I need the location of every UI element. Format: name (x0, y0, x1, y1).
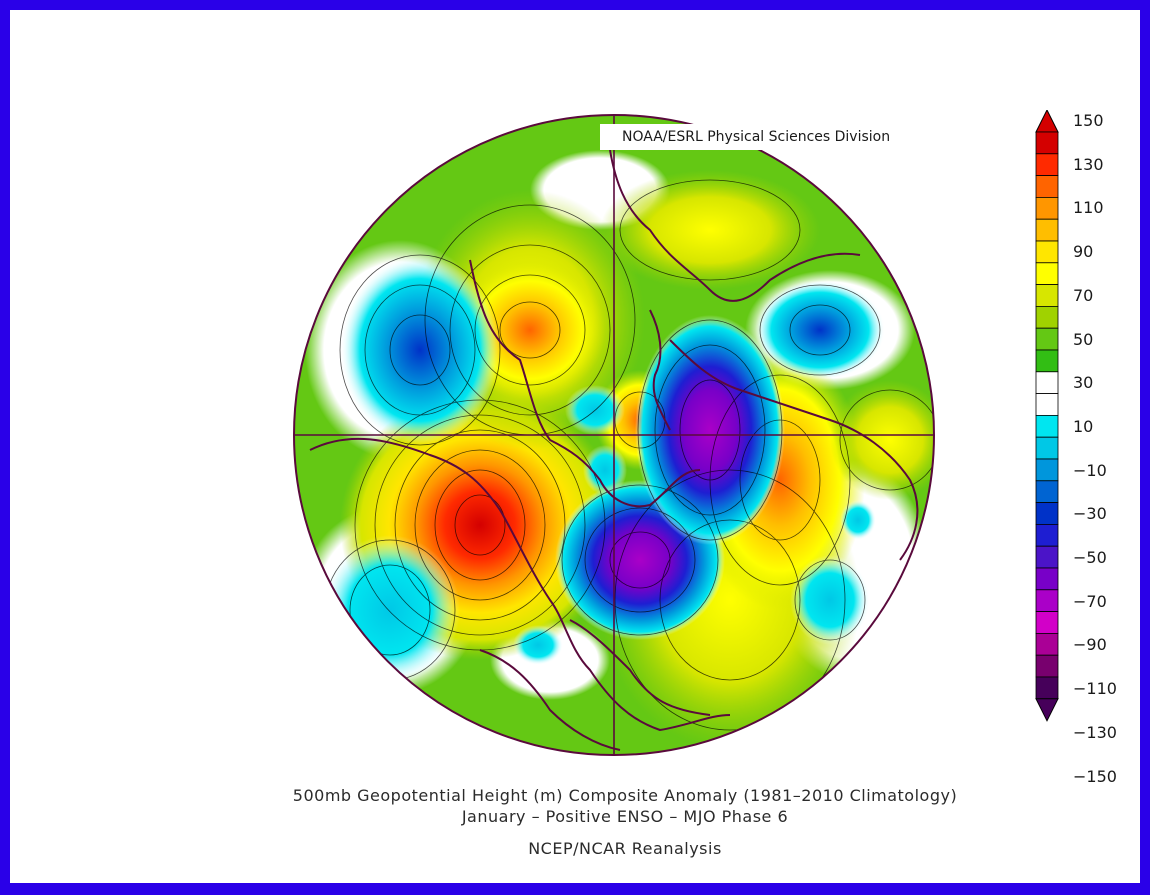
colorbar-swatch (1035, 611, 1059, 634)
colorbar-swatch (1035, 262, 1059, 286)
colorbar-tick-label: 130 (1073, 154, 1104, 174)
colorbar-swatch (1035, 349, 1059, 373)
colorbar-arrow-top (1035, 110, 1059, 133)
colorbar-tick-label: −110 (1073, 679, 1117, 699)
colorbar-tick-label: −10 (1073, 460, 1107, 480)
colorbar-swatch (1035, 458, 1059, 482)
colorbar-tick-label: −130 (1073, 722, 1117, 742)
colorbar-tick-label: −50 (1073, 548, 1107, 567)
colorbar-swatch (1035, 502, 1059, 525)
credit-label: NOAA/ESRL Physical Sciences Division (600, 124, 897, 150)
colorbar-swatch (1035, 523, 1059, 547)
colorbar-swatch (1035, 633, 1059, 656)
colorbar-swatch (1035, 393, 1059, 416)
colorbar-swatch (1035, 305, 1059, 329)
colorbar-tick-label: 150 (1073, 111, 1104, 130)
polar-map (293, 114, 935, 756)
plot-frame: NOAA/ESRL Physical Sciences Division 500… (10, 10, 1140, 883)
colorbar-tick-label: −70 (1073, 591, 1107, 611)
colorbar-swatch (1035, 676, 1059, 700)
colorbar-swatch (1035, 589, 1059, 612)
colorbar-swatch (1035, 567, 1059, 591)
colorbar-tick-label: 30 (1073, 373, 1094, 393)
colorbar-tick-label: 10 (1073, 416, 1094, 436)
colorbar-tick-label: 50 (1073, 329, 1094, 349)
colorbar-tick-label: 90 (1073, 242, 1094, 262)
title-line-1: 500mb Geopotential Height (m) Composite … (292, 786, 958, 805)
colorbar-swatch (1035, 545, 1059, 569)
colorbar-swatch (1035, 240, 1059, 264)
colorbar-swatch (1035, 218, 1059, 242)
colorbar-tick-label: −90 (1073, 635, 1107, 655)
colorbar-swatch (1035, 654, 1059, 678)
colorbar-tick-label: 110 (1073, 198, 1104, 218)
colorbar-swatch (1035, 436, 1059, 460)
colorbar-swatch (1035, 371, 1059, 394)
colorbar-swatch (1035, 131, 1059, 155)
colorbar-swatch (1035, 153, 1059, 176)
colorbar-tick-label: −30 (1073, 504, 1107, 524)
colorbar-tick-label: −150 (1073, 766, 1117, 786)
map-boundary (293, 114, 935, 756)
colorbar-swatch (1035, 284, 1059, 307)
colorbar-swatch (1035, 327, 1059, 351)
colorbar-swatch (1035, 175, 1059, 198)
colorbar-arrow-bottom (1035, 698, 1059, 722)
title-line-2: January – Positive ENSO – MJO Phase 6 (461, 807, 789, 826)
colorbar-swatch (1035, 414, 1059, 438)
title-line-3: NCEP/NCAR Reanalysis (528, 839, 722, 858)
colorbar-tick-label: 70 (1073, 285, 1094, 305)
colorbar (1035, 110, 1059, 722)
colorbar-swatch (1035, 480, 1059, 503)
colorbar-swatch (1035, 197, 1059, 220)
